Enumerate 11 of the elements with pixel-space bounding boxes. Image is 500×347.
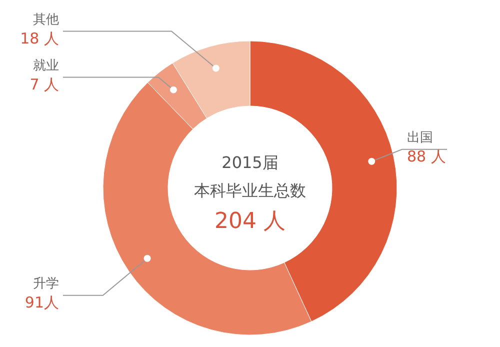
slice-label: 出国 (407, 130, 433, 146)
text: 2015届 (222, 153, 278, 172)
text: 204 人 (214, 209, 286, 234)
slice-label: 升学 (33, 276, 59, 292)
text: 本科毕业生总数 (194, 181, 306, 200)
slice-label: 就业 (33, 58, 59, 74)
slice-label: 其他 (33, 12, 59, 28)
data-label: 91人 (24, 293, 59, 312)
data-label: 88 人 (407, 147, 446, 166)
data-label: 7 人 (30, 75, 59, 94)
data-label: 18 人 (20, 29, 59, 48)
